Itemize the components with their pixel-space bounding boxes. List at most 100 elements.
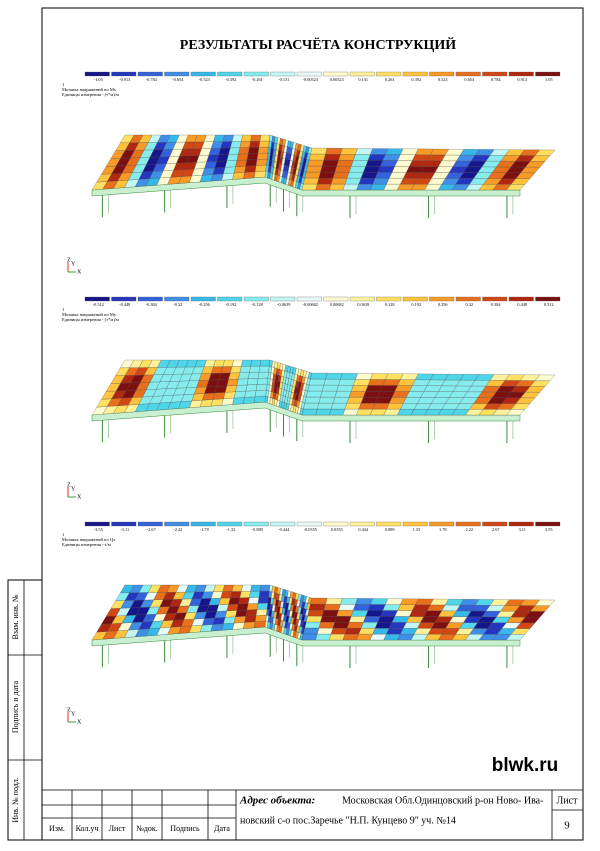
- legend-cell: [429, 296, 455, 302]
- legend-cell: [508, 296, 534, 302]
- mesh-cell: [385, 373, 404, 380]
- mesh-cell: [363, 166, 381, 173]
- mesh-cell: [351, 160, 369, 167]
- plot-number: 1: [62, 82, 64, 87]
- column-label: Изм.: [49, 824, 65, 833]
- axis-label: Z: [67, 482, 71, 488]
- mesh-cell: [212, 617, 226, 625]
- mesh-cell: [246, 378, 259, 386]
- mesh-cell: [220, 366, 233, 374]
- plot-caption: Мозаика напряжений по Qx: [62, 537, 116, 542]
- legend-value: 0.00523: [330, 77, 344, 82]
- mesh-cell: [336, 385, 354, 392]
- legend-cell: [164, 521, 190, 527]
- mesh-cell: [346, 172, 364, 179]
- legend-value: 3.55: [545, 527, 553, 532]
- legend-value: 0.523: [438, 77, 448, 82]
- legend-value: 1.33: [412, 527, 420, 532]
- mesh-cell: [250, 359, 262, 367]
- column-label: Подпись: [170, 824, 200, 833]
- mesh-cell: [355, 373, 373, 380]
- mesh-cell: [317, 177, 334, 185]
- mesh-cell: [239, 366, 251, 373]
- legend-cell: [243, 71, 269, 77]
- mesh-cell: [360, 397, 378, 404]
- legend-cell: [402, 296, 428, 302]
- mesh-cell: [308, 378, 326, 386]
- mesh-cell: [342, 183, 360, 191]
- mesh-cell: [220, 141, 233, 149]
- mesh-cell: [230, 591, 242, 599]
- legend-value: -0.0639: [277, 302, 290, 307]
- mesh-cell: [356, 183, 373, 191]
- mesh-cell: [222, 584, 234, 592]
- legend-value: -3.11: [120, 527, 129, 532]
- mesh-cell: [356, 633, 373, 641]
- mesh-cell: [372, 178, 390, 185]
- legend-cell: [111, 521, 137, 527]
- mesh-cell: [243, 621, 256, 629]
- mesh-cell: [320, 390, 337, 398]
- mesh-cell: [233, 391, 246, 399]
- legend-cell: [482, 521, 508, 527]
- mesh-cell: [246, 153, 259, 161]
- mesh-cell: [351, 610, 369, 617]
- legend-cell: [137, 71, 163, 77]
- legend-cell: [482, 296, 508, 302]
- mesh-cell: [239, 591, 251, 598]
- legend-cell: [349, 71, 375, 77]
- plot-caption: Мозаика напряжений по Mx: [62, 87, 117, 92]
- legend-cell: [296, 71, 322, 77]
- mesh-cell: [248, 147, 260, 154]
- mesh-cell: [336, 610, 354, 617]
- mesh-cell: [375, 397, 393, 404]
- mesh-cell: [228, 372, 241, 380]
- mesh-cell: [385, 148, 404, 155]
- legend-cell: [535, 296, 561, 302]
- mesh-cell: [375, 172, 393, 179]
- mesh-cell: [307, 159, 325, 167]
- mesh-cell: [330, 177, 348, 185]
- legend-value: -0.384: [146, 302, 158, 307]
- mesh-cell: [248, 372, 260, 379]
- legend-cell: [323, 296, 349, 302]
- legend-cell: [508, 71, 534, 77]
- mesh-cell: [241, 359, 253, 367]
- mesh-cell: [329, 183, 346, 191]
- mesh-cell: [329, 408, 346, 416]
- mesh-cell: [304, 621, 321, 629]
- side-stamp: Взам. инв. № Подпись и дата Инв. № подл.: [7, 579, 43, 841]
- mesh-cell: [222, 134, 234, 142]
- legend-value: -0.889: [252, 527, 263, 532]
- mesh-cell: [363, 616, 381, 623]
- mesh-cell: [218, 147, 231, 155]
- legend-cell: [349, 296, 375, 302]
- mesh-cell: [355, 148, 373, 155]
- mesh-cell: [214, 385, 228, 394]
- address-label: Адрес объекта:: [239, 795, 315, 807]
- legend-cell: [429, 71, 455, 77]
- mesh-cell: [258, 590, 270, 598]
- mesh-cell: [380, 385, 398, 392]
- mesh-cell: [228, 147, 241, 155]
- legend-cell: [84, 521, 110, 527]
- mesh-cell: [255, 608, 268, 616]
- mesh-cell: [257, 596, 269, 604]
- mesh-cell: [231, 359, 243, 367]
- mesh-cell: [400, 148, 419, 155]
- plot-caption: Мозаика напряжений по My: [62, 312, 117, 317]
- legend-value: 1.78: [439, 527, 447, 532]
- mesh-cell: [310, 147, 328, 155]
- mesh-cell: [236, 603, 249, 611]
- mesh-cell: [365, 160, 384, 167]
- legend-cell: [164, 296, 190, 302]
- mesh-cell: [304, 171, 321, 179]
- plot-number: 1: [62, 532, 64, 537]
- address-text: Московская Обл.Одинцовский р-он Ново- Ив…: [342, 795, 543, 806]
- mesh-cell: [338, 154, 356, 161]
- mesh-cell: [315, 408, 332, 416]
- mesh-cell: [306, 165, 323, 173]
- mesh-cell: [534, 599, 556, 606]
- legend-value: 2.22: [465, 527, 473, 532]
- mesh-cell: [216, 604, 229, 612]
